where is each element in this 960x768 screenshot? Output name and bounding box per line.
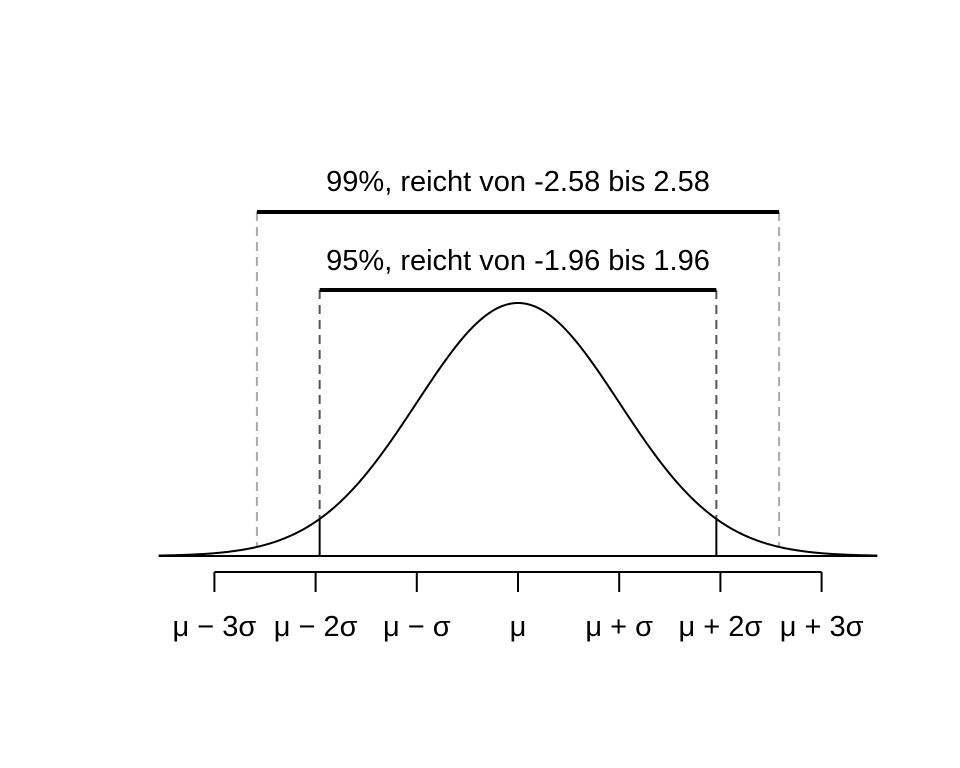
interval-bars: 99%, reicht von -2.58 bis 2.58 95%, reich…: [256, 166, 780, 292]
x-tick-label: μ: [510, 611, 527, 643]
interval-0.95-label: 95%, reicht von -1.96 bis 1.96: [326, 245, 710, 277]
x-tick-label: μ + σ: [585, 611, 653, 643]
x-tick-label: μ − 2σ: [274, 611, 358, 643]
x-tick-label: μ − σ: [383, 611, 451, 643]
x-tick-label: μ + 2σ: [679, 611, 763, 643]
guide-lines: [255, 212, 781, 556]
x-tick-label: μ + 3σ: [780, 611, 864, 643]
interval-0.99-label: 99%, reicht von -2.58 bis 2.58: [326, 166, 710, 198]
density-curve: [158, 301, 878, 557]
x-axis: μ − 3σ μ − 2σ μ − σ μ μ + σ μ + 2σ μ + 3σ: [173, 571, 864, 643]
x-tick-label: μ − 3σ: [173, 611, 257, 643]
